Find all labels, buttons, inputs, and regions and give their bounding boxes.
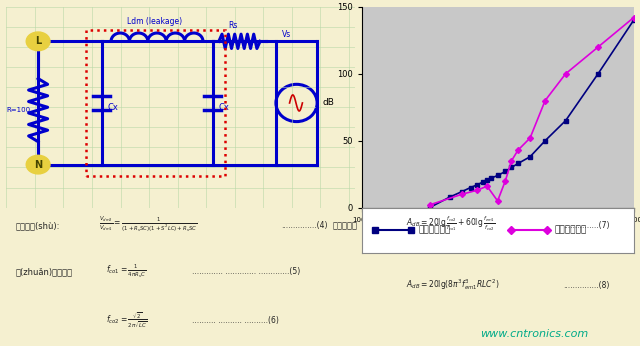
Ellipse shape xyxy=(26,155,50,174)
Line: 简化的波特图: 简化的波特图 xyxy=(428,18,636,210)
Text: Cx: Cx xyxy=(108,103,119,112)
简化的波特图 xyxy=(502,170,509,174)
简化的波特图 xyxy=(479,180,486,184)
Text: Vs: Vs xyxy=(282,30,291,39)
Text: ...............(4): ...............(4) xyxy=(282,221,328,230)
Line: 实际的波特图: 实际的波特图 xyxy=(428,16,636,207)
Text: 轉(zhuǎn)折頻率：: 轉(zhuǎn)折頻率： xyxy=(16,267,73,276)
实际的波特图 xyxy=(514,148,522,152)
Text: www.cntronics.com: www.cntronics.com xyxy=(480,329,588,339)
X-axis label: f（Hz）: f（Hz） xyxy=(485,225,510,234)
Ellipse shape xyxy=(26,32,50,51)
简化的波特图 xyxy=(474,183,481,187)
实际的波特图 xyxy=(594,45,602,49)
Text: ............. ............. .............(5): ............. ............. ............… xyxy=(192,267,300,276)
实际的波特图 xyxy=(562,72,570,76)
简化的波特图 xyxy=(483,177,491,182)
Text: 简化的波特图: 简化的波特图 xyxy=(419,226,451,235)
实际的波特图 xyxy=(502,179,509,183)
实际的波特图 xyxy=(474,188,481,192)
Text: L: L xyxy=(35,36,41,46)
Text: $f_{co1}=\frac{1}{4\pi R_sC}$: $f_{co1}=\frac{1}{4\pi R_sC}$ xyxy=(106,263,146,280)
简化的波特图 xyxy=(562,119,570,123)
简化的波特图 xyxy=(508,165,515,170)
实际的波特图 xyxy=(426,203,433,207)
简化的波特图 xyxy=(487,176,495,180)
Text: ...............(8): ...............(8) xyxy=(563,281,609,290)
简化的波特图 xyxy=(514,161,522,165)
实际的波特图 xyxy=(458,192,466,196)
简化的波特图 xyxy=(526,155,534,159)
简化的波特图 xyxy=(446,195,454,199)
Text: Ldm (leakage): Ldm (leakage) xyxy=(127,17,182,26)
简化的波特图 xyxy=(630,18,637,22)
Text: 插入損耗：: 插入損耗： xyxy=(333,221,358,230)
Text: $f_{co2}=\frac{\sqrt{2}}{2\pi\sqrt{LC}}$: $f_{co2}=\frac{\sqrt{2}}{2\pi\sqrt{LC}}$ xyxy=(106,310,147,330)
Text: 实际的波特图: 实际的波特图 xyxy=(555,226,587,235)
简化的波特图 xyxy=(594,72,602,76)
简化的波特图 xyxy=(426,206,433,210)
Text: Rs: Rs xyxy=(228,21,237,30)
Text: Cx: Cx xyxy=(219,103,230,112)
Text: $\frac{V_{dm2}}{V_{dm1}}=\frac{1}{(1+R_sSC)(1+S^2LC)+R_sSC}$: $\frac{V_{dm2}}{V_{dm1}}=\frac{1}{(1+R_s… xyxy=(99,215,198,234)
Text: ...............(7): ...............(7) xyxy=(563,221,610,230)
简化的波特图 xyxy=(541,139,549,143)
Text: $A_{dB}=20\lg(8\pi^3f_{em1}^3RLC^2)$: $A_{dB}=20\lg(8\pi^3f_{em1}^3RLC^2)$ xyxy=(406,277,500,292)
实际的波特图 xyxy=(526,136,534,140)
Y-axis label: dB: dB xyxy=(323,98,335,107)
实际的波特图 xyxy=(483,184,491,188)
Bar xyxy=(86,30,225,176)
简化的波特图 xyxy=(467,185,474,190)
Text: $A_{dB}=20\lg\frac{f_{co2}}{f_{co1}}+60\lg\frac{f_{em1}}{f_{co2}}$: $A_{dB}=20\lg\frac{f_{co2}}{f_{co1}}+60\… xyxy=(406,215,496,233)
Text: R=100: R=100 xyxy=(6,107,31,113)
实际的波特图 xyxy=(630,16,637,20)
实际的波特图 xyxy=(541,99,549,103)
实际的波特图 xyxy=(494,199,502,203)
Text: .......... .......... ..........(6): .......... .......... ..........(6) xyxy=(192,316,279,325)
Text: 傳遞函數(shù):: 傳遞函數(shù): xyxy=(16,221,60,230)
简化的波特图 xyxy=(494,173,502,177)
实际的波特图 xyxy=(508,159,515,163)
Text: N: N xyxy=(34,160,42,170)
简化的波特图 xyxy=(458,190,466,194)
